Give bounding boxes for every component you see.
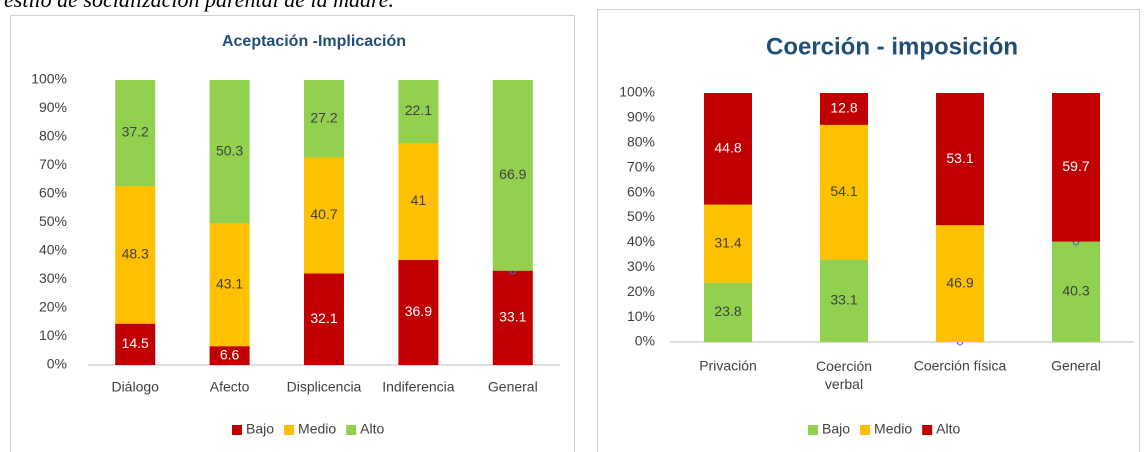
legend-label: Bajo <box>822 421 850 437</box>
legend-label: Bajo <box>246 421 274 437</box>
bar-segment <box>704 282 752 342</box>
x-tick-label: Diálogo <box>111 379 159 395</box>
bar-segment <box>492 80 533 271</box>
y-tick-label: 80% <box>627 134 655 150</box>
bar-segment <box>209 346 250 365</box>
y-tick-label: 90% <box>627 109 655 125</box>
y-tick-label: 90% <box>39 99 67 115</box>
bar-segment <box>936 93 984 226</box>
chart-title: Coerción - imposición <box>766 33 1018 60</box>
y-tick-label: 40% <box>627 233 655 249</box>
bar-segment <box>704 93 752 205</box>
y-tick-label: 40% <box>39 242 67 258</box>
y-tick-label: 100% <box>31 71 67 87</box>
data-label: 59.7 <box>1062 158 1089 174</box>
y-tick-label: 30% <box>627 258 655 274</box>
data-label: 33.1 <box>830 291 857 307</box>
x-tick-label: Privación <box>699 358 757 374</box>
data-label: 40.3 <box>1062 283 1089 299</box>
bar-segment <box>304 157 344 274</box>
bar-segment <box>820 124 868 260</box>
bar-segment <box>304 80 344 158</box>
bar-segment <box>115 323 156 365</box>
y-tick-label: 30% <box>39 270 67 286</box>
legend-label: Alto <box>360 421 384 437</box>
data-label: 41 <box>411 192 427 208</box>
legend-label: Alto <box>936 421 960 437</box>
x-tick-label: Afecto <box>210 379 250 395</box>
chart-frame <box>10 15 575 452</box>
legend-swatch <box>922 425 933 435</box>
data-label: 23.8 <box>714 303 741 319</box>
bar-segment <box>209 223 250 347</box>
caption: estilo de socialización parental de la m… <box>4 0 394 12</box>
y-tick-label: 0% <box>47 356 67 372</box>
data-label: 36.9 <box>405 303 432 319</box>
legend-swatch <box>284 425 295 435</box>
bar-segment <box>1052 241 1100 342</box>
data-label: 48.3 <box>122 246 149 262</box>
y-tick-label: 70% <box>627 158 655 174</box>
data-label: 14.5 <box>122 335 149 351</box>
y-tick-label: 20% <box>627 283 655 299</box>
data-label: 53.1 <box>946 150 973 166</box>
y-tick-label: 20% <box>39 299 67 315</box>
data-label: 40.7 <box>310 206 337 222</box>
x-tick-label: General <box>1051 358 1101 374</box>
bar-segment <box>115 80 156 187</box>
data-label: 33.1 <box>499 309 526 325</box>
y-tick-label: 80% <box>39 128 67 144</box>
legend-swatch <box>808 425 818 435</box>
chart-title: Aceptación -Implicación <box>222 33 406 50</box>
bar-segment <box>398 142 439 260</box>
x-tick-label: Displicencia <box>287 379 362 395</box>
bar-segment <box>492 270 533 365</box>
legend-swatch <box>232 425 242 435</box>
bar-segment <box>1052 93 1100 242</box>
y-tick-label: 0% <box>635 333 655 349</box>
data-label: 44.8 <box>714 139 741 155</box>
data-label: 66.9 <box>499 166 526 182</box>
data-label: 43.1 <box>216 275 243 291</box>
bar-segment <box>820 93 868 125</box>
y-tick-label: 70% <box>39 156 67 172</box>
bar-segment <box>209 80 250 224</box>
data-label: 12.8 <box>830 100 857 116</box>
y-tick-label: 60% <box>39 185 67 201</box>
x-tick-label: Coerción verbal <box>816 358 872 392</box>
bar-segment <box>820 259 868 342</box>
legend-swatch <box>860 425 871 435</box>
bar-segment <box>398 259 439 365</box>
legend-label: Medio <box>298 421 336 437</box>
data-label: 27.2 <box>310 109 337 125</box>
y-tick-label: 100% <box>619 84 655 100</box>
x-tick-label: Coerción física <box>914 358 1007 374</box>
bar-segment <box>398 80 439 143</box>
y-tick-label: 10% <box>39 327 67 343</box>
x-tick-label: Indiferencia <box>382 379 455 395</box>
y-tick-label: 10% <box>627 308 655 324</box>
bar-segment <box>936 225 984 342</box>
y-tick-label: 50% <box>627 208 655 224</box>
bar-segment <box>115 186 156 324</box>
chart-frame <box>597 9 1140 452</box>
data-label: 32.1 <box>310 310 337 326</box>
data-label: 37.2 <box>122 124 149 140</box>
data-label: 31.4 <box>714 234 741 250</box>
data-label: 50.3 <box>216 142 243 158</box>
legend-swatch <box>346 425 357 435</box>
legend-label: Medio <box>874 421 912 437</box>
bar-segment <box>304 273 344 365</box>
data-label: 46.9 <box>946 274 973 290</box>
x-tick-label: General <box>488 379 538 395</box>
bar-segment <box>704 204 752 283</box>
y-tick-label: 60% <box>627 183 655 199</box>
data-label: 6.6 <box>220 346 240 362</box>
y-tick-label: 50% <box>39 213 67 229</box>
data-label: 54.1 <box>830 183 857 199</box>
data-label: 22.1 <box>405 102 432 118</box>
